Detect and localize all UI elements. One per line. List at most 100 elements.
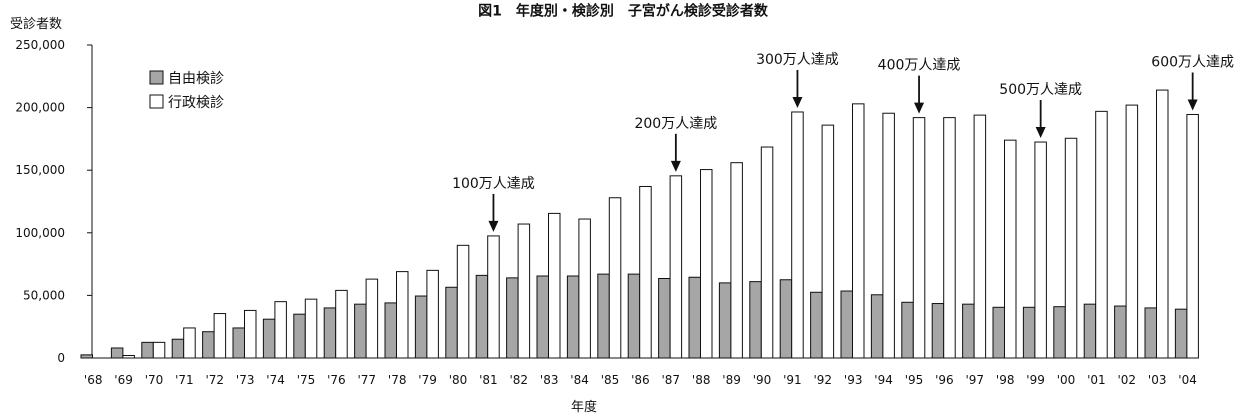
category-group: '85 bbox=[597, 197, 622, 387]
bar-jiyu bbox=[597, 273, 610, 359]
x-axis-title: 年度 bbox=[571, 399, 597, 415]
x-tick-label: '70 bbox=[145, 373, 164, 387]
bar-jiyu bbox=[1022, 306, 1036, 359]
bar-gyosei bbox=[852, 103, 865, 359]
y-tick-label: 50,000 bbox=[23, 288, 65, 302]
x-tick-label: '96 bbox=[935, 373, 954, 387]
x-tick-label: '91 bbox=[783, 373, 802, 387]
bar-gyosei bbox=[1156, 89, 1169, 359]
bar-jiyu bbox=[354, 303, 367, 359]
bar-jiyu bbox=[475, 274, 489, 359]
milestone-annotation: 100万人達成 bbox=[452, 176, 535, 232]
bar-jiyu bbox=[141, 341, 154, 359]
category-group: '91 bbox=[779, 111, 804, 387]
x-tick-label: '90 bbox=[753, 373, 772, 387]
category-group: '88 bbox=[688, 169, 713, 387]
milestone-annotation: 500万人達成 bbox=[999, 82, 1082, 139]
bar-jiyu bbox=[810, 291, 823, 359]
x-tick-label: '73 bbox=[236, 373, 255, 387]
x-tick-label: '04 bbox=[1178, 373, 1197, 387]
category-group: '74 bbox=[262, 301, 287, 387]
annotation-arrow-head bbox=[1187, 99, 1198, 111]
bar-gyosei bbox=[791, 111, 804, 359]
x-tick-label: '69 bbox=[114, 373, 133, 387]
bar-jiyu bbox=[414, 295, 428, 359]
annotation-label: 100万人達成 bbox=[452, 176, 535, 192]
x-tick-label: '78 bbox=[388, 373, 407, 387]
bar-gyosei bbox=[1186, 113, 1199, 359]
x-tick-label: '97 bbox=[966, 373, 985, 387]
category-group: '86 bbox=[627, 185, 652, 387]
y-tick-label: 0 bbox=[57, 351, 65, 365]
bar-gyosei bbox=[122, 354, 135, 359]
x-tick-label: '87 bbox=[662, 373, 681, 387]
bar-jiyu bbox=[1144, 307, 1157, 359]
bar-jiyu bbox=[536, 275, 549, 359]
category-group: '90 bbox=[749, 146, 774, 387]
x-tick-label: '92 bbox=[814, 373, 833, 387]
category-group: '96 bbox=[931, 117, 956, 387]
x-tick-label: '85 bbox=[601, 373, 620, 387]
category-group: '83 bbox=[536, 212, 561, 387]
category-group: '98 bbox=[992, 139, 1017, 387]
category-group: '76 bbox=[323, 289, 348, 387]
x-tick-label: '80 bbox=[449, 373, 468, 387]
bar-gyosei bbox=[517, 223, 531, 359]
x-tick-label: '99 bbox=[1026, 373, 1045, 387]
x-tick-label: '83 bbox=[540, 373, 559, 387]
y-tick-label: 100,000 bbox=[15, 226, 65, 240]
bar-gyosei bbox=[669, 175, 683, 359]
bar-jiyu bbox=[323, 307, 337, 359]
annotation-label: 200万人達成 bbox=[634, 116, 717, 132]
bar-jiyu bbox=[627, 273, 641, 359]
x-tick-label: '68 bbox=[84, 373, 103, 387]
category-group: '72 bbox=[202, 313, 227, 387]
y-tick-label: 200,000 bbox=[15, 101, 65, 115]
x-tick-label: '95 bbox=[905, 373, 924, 387]
category-group: '99 bbox=[1022, 141, 1047, 387]
x-tick-label: '77 bbox=[358, 373, 377, 387]
bar-jiyu bbox=[962, 303, 975, 359]
bar-gyosei bbox=[152, 341, 166, 359]
bar-jiyu bbox=[110, 347, 124, 359]
category-group: '97 bbox=[962, 114, 987, 387]
bar-jiyu bbox=[749, 281, 762, 359]
category-group: '77 bbox=[354, 278, 379, 387]
milestone-annotation: 600万人達成 bbox=[1151, 54, 1234, 111]
bar-gyosei bbox=[1095, 110, 1108, 359]
bar-gyosei bbox=[548, 212, 561, 359]
category-group: '68 bbox=[80, 354, 103, 387]
bar-jiyu bbox=[1083, 303, 1097, 359]
x-tick-label: '88 bbox=[692, 373, 711, 387]
bar-jiyu bbox=[840, 290, 853, 359]
category-group: '00 bbox=[1053, 137, 1078, 387]
legend-label-jiyu: 自由検診 bbox=[168, 71, 224, 87]
bar-jiyu bbox=[384, 302, 397, 359]
x-tick-label: '01 bbox=[1087, 373, 1106, 387]
category-group: '92 bbox=[810, 124, 835, 387]
milestone-annotation: 300万人達成 bbox=[756, 52, 839, 108]
legend-swatch-gyosei bbox=[149, 94, 164, 109]
x-tick-label: '89 bbox=[722, 373, 741, 387]
x-tick-label: '82 bbox=[510, 373, 529, 387]
bar-gyosei bbox=[700, 169, 713, 359]
bar-gyosei bbox=[578, 218, 591, 359]
category-group: '89 bbox=[718, 162, 743, 387]
category-group: '03 bbox=[1144, 89, 1169, 387]
x-tick-label: '93 bbox=[844, 373, 863, 387]
bar-gyosei bbox=[730, 162, 743, 359]
annotations: 100万人達成 200万人達成 300万人達成 400万人達成 500万人達成 600万人… bbox=[452, 52, 1234, 232]
milestone-annotation: 200万人達成 bbox=[634, 116, 717, 172]
annotation-label: 300万人達成 bbox=[756, 52, 839, 68]
bar-jiyu bbox=[566, 275, 580, 359]
bar-jiyu bbox=[870, 294, 884, 359]
milestone-annotation: 400万人達成 bbox=[878, 58, 960, 114]
category-group: '69 bbox=[110, 347, 135, 387]
bar-gyosei bbox=[608, 197, 622, 359]
bar-jiyu bbox=[293, 313, 306, 359]
bar-jiyu bbox=[262, 318, 276, 359]
category-group: '93 bbox=[840, 103, 865, 387]
x-tick-label: '98 bbox=[996, 373, 1015, 387]
legend-swatch-jiyu bbox=[149, 70, 164, 85]
bar-jiyu bbox=[202, 331, 215, 359]
